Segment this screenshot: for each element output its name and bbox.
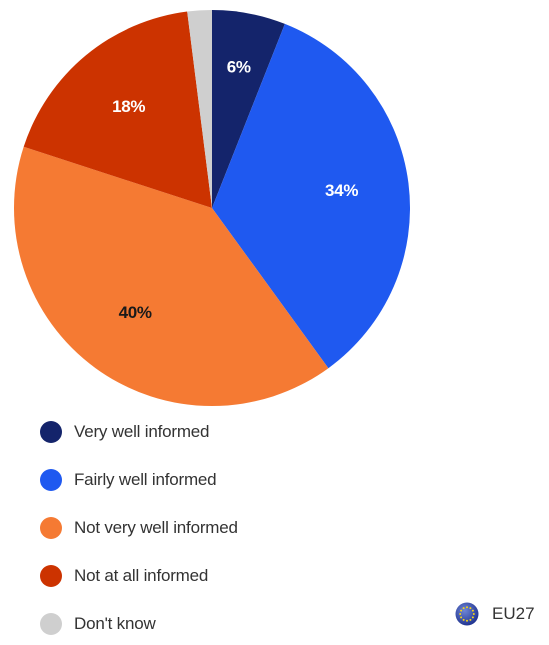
legend-label: Not very well informed [74,518,238,537]
legend-label: Not at all informed [74,566,209,585]
legend-item-fairly-well-informed: Fairly well informed [40,468,238,492]
legend-item-very-well-informed: Very well informed [40,420,238,444]
pie-slice-label: 18% [112,97,145,116]
legend-label: Don't know [74,614,156,633]
legend-swatch [40,421,62,443]
legend-swatch [40,517,62,539]
legend-label: Fairly well informed [74,470,217,489]
pie-slice-not-very-well-informed [13,146,329,407]
pie-slices [13,9,411,407]
legend-label: Very well informed [74,422,210,441]
region-label: EU27 [492,604,535,623]
pie-slice-fairly-well-informed [212,23,411,369]
region-indicator: EU27 [455,602,535,626]
pie-slice-labels: 6% 34% 40% 18% [112,57,359,322]
pie-chart: 6% 34% 40% 18% [13,9,411,407]
pie-slice-label: 34% [325,181,358,200]
legend-item-not-at-all-informed: Not at all informed [40,564,238,588]
legend-swatch [40,469,62,491]
legend-swatch [40,613,62,635]
legend-swatch [40,565,62,587]
pie-slice-label: 40% [119,303,152,322]
legend: Very well informed Fairly well informed … [40,420,238,636]
pie-slice-don-t-know [187,9,212,208]
pie-slice-label: 6% [227,57,251,76]
pie-slice-not-at-all-informed [23,11,212,209]
legend-item-dont-know: Don't know [40,612,238,636]
eu-flag-icon [455,602,479,626]
legend-item-not-very-well-informed: Not very well informed [40,516,238,540]
pie-slice-very-well-informed [212,10,285,208]
